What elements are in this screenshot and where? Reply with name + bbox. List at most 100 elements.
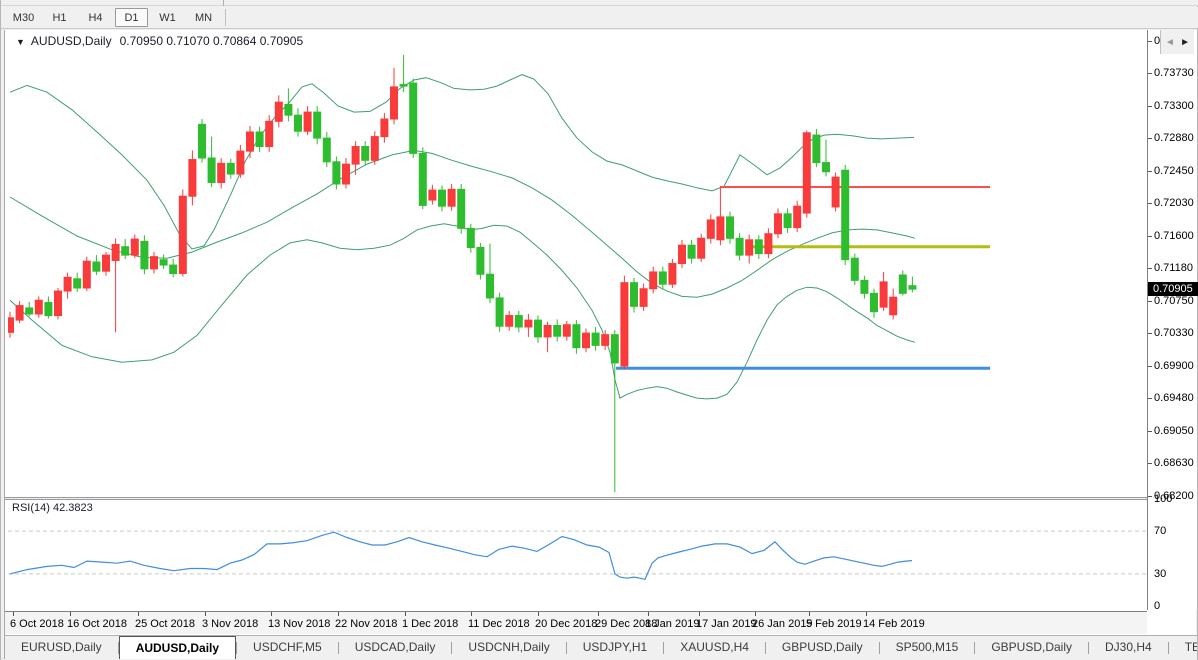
price-axis-tick <box>1148 171 1152 172</box>
date-axis-tick <box>13 612 14 616</box>
candle-body <box>668 263 677 285</box>
candle-86 <box>831 172 840 212</box>
timeframe-button-h1[interactable]: H1 <box>52 12 67 24</box>
candle-body <box>399 84 408 87</box>
tab-separator <box>565 642 567 654</box>
candle-body <box>274 101 283 122</box>
toolbar-grip <box>223 0 224 6</box>
candle-body <box>620 282 629 367</box>
candle-body <box>889 296 898 316</box>
price-axis-label: 0.71180 <box>1154 262 1193 275</box>
date-axis-tick <box>70 612 71 616</box>
chevron-down-icon[interactable]: ▼ <box>16 37 25 47</box>
candle-24 <box>236 145 245 178</box>
tab-audusd-daily[interactable]: AUDUSD,Daily <box>118 636 237 659</box>
candle-25 <box>246 125 254 158</box>
candle-body <box>524 319 533 328</box>
candle-body <box>8 317 14 333</box>
rsi-line <box>9 531 913 580</box>
candle-body <box>150 256 158 270</box>
candlestick-chart <box>8 54 990 493</box>
tab-xauusd-h4[interactable]: XAUUSD,H4 <box>680 640 749 654</box>
tab-usdchf-m5[interactable]: USDCHF,M5 <box>253 640 322 654</box>
candle-4 <box>44 296 53 319</box>
candle-0 <box>8 311 14 338</box>
candle-body <box>802 132 811 214</box>
date-label: 20 Dec 2018 <box>535 618 598 630</box>
price-axis-label: 0.68200 <box>1154 490 1194 502</box>
candle-18 <box>178 189 187 277</box>
price-axis-label: 0.69050 <box>1154 425 1194 437</box>
tab-separator <box>117 642 119 654</box>
candle-17 <box>169 258 178 278</box>
candle-body <box>601 334 610 346</box>
tab-gbpusd-daily[interactable]: GBPUSD,Daily <box>991 640 1073 654</box>
candle-15 <box>150 252 158 274</box>
candle-5 <box>54 288 62 320</box>
symbol-title: AUDUSD,Daily <box>30 34 112 48</box>
timeframe-button-mn[interactable]: MN <box>194 12 213 24</box>
tab-sp500-m15[interactable]: SP500,M15 <box>895 640 959 654</box>
candle-body <box>178 195 187 274</box>
candle-27 <box>265 115 274 152</box>
price-axis-label: 0.72450 <box>1154 165 1194 177</box>
price-axis[interactable]: 0.70905 0.741500.737300.733000.728800.72… <box>1147 30 1198 612</box>
tab-usdcad-daily[interactable]: USDCAD,Daily <box>354 640 436 654</box>
candle-body <box>198 123 206 159</box>
rsi-indicator-pane[interactable]: RSI(14) 42.3823 <box>8 500 1147 610</box>
price-axis-tick <box>1148 106 1152 107</box>
candle-body <box>841 169 850 261</box>
date-label: 5 Feb 2019 <box>806 618 862 630</box>
candle-73 <box>706 214 715 244</box>
candle-66 <box>639 283 648 311</box>
candle-51 <box>495 292 504 332</box>
candle-body <box>73 278 82 289</box>
date-label: 26 Jan 2019 <box>752 618 813 630</box>
price-axis-tick <box>1148 333 1152 335</box>
tab-tech100-h1[interactable]: TECH100,H1 <box>1184 640 1197 654</box>
price-axis-tick <box>1148 268 1152 270</box>
candle-32 <box>313 106 322 145</box>
price-axis-label: 0.72880 <box>1154 132 1194 145</box>
tab-usdjpy-h1[interactable]: USDJPY,H1 <box>582 640 648 654</box>
candle-65 <box>630 278 638 313</box>
tab-separator <box>1167 642 1169 654</box>
timeframe-button-d1[interactable]: D1 <box>115 8 148 27</box>
candle-body <box>188 159 197 197</box>
candle-40 <box>390 67 398 125</box>
timeframe-button-h4[interactable]: H4 <box>88 12 103 24</box>
date-axis-tick <box>405 612 406 616</box>
timeframe-button-w1[interactable]: W1 <box>159 12 176 24</box>
candle-80 <box>774 208 782 239</box>
tab-gbpusd-daily[interactable]: GBPUSD,Daily <box>781 640 863 654</box>
pane-splitter[interactable] <box>5 497 1197 500</box>
tab-dj30-h4[interactable]: DJ30,H4 <box>1105 640 1152 654</box>
candle-body <box>687 244 696 259</box>
candle-92 <box>889 288 898 320</box>
price-chart-pane[interactable]: ▼ AUDUSD,Daily 0.70950 0.71070 0.70864 0.7… <box>8 30 1147 497</box>
tab-separator <box>974 642 976 654</box>
candle-23 <box>226 158 235 179</box>
candle-body <box>697 237 706 259</box>
candle-64 <box>620 275 629 370</box>
candle-body <box>34 299 43 315</box>
date-axis[interactable]: 6 Oct 2018 16 Oct 2018 25 Oct 2018 3 Nov 20… <box>5 611 1147 634</box>
candle-body <box>870 292 878 313</box>
candle-body <box>428 189 437 201</box>
tab-eurusd-daily[interactable]: EURUSD,Daily <box>21 640 102 654</box>
candle-body <box>25 307 34 315</box>
rsi-axis-label: 0 <box>1154 600 1161 612</box>
candle-55 <box>534 315 542 344</box>
candle-53 <box>514 310 523 333</box>
date-label: 11 Dec 2018 <box>468 618 530 630</box>
tab-scroll-right-icon[interactable]: ► <box>1180 36 1190 48</box>
candle-body <box>370 136 379 161</box>
tab-usdcnh-daily[interactable]: USDCNH,Daily <box>468 640 550 654</box>
candle-body <box>745 239 754 256</box>
tab-scroll-left-icon[interactable]: ◄ <box>1165 36 1175 48</box>
candle-body <box>159 259 168 266</box>
candle-body <box>217 162 226 183</box>
tab-separator <box>878 642 880 654</box>
timeframe-button-m30[interactable]: M30 <box>12 12 35 24</box>
candle-body <box>111 243 120 261</box>
